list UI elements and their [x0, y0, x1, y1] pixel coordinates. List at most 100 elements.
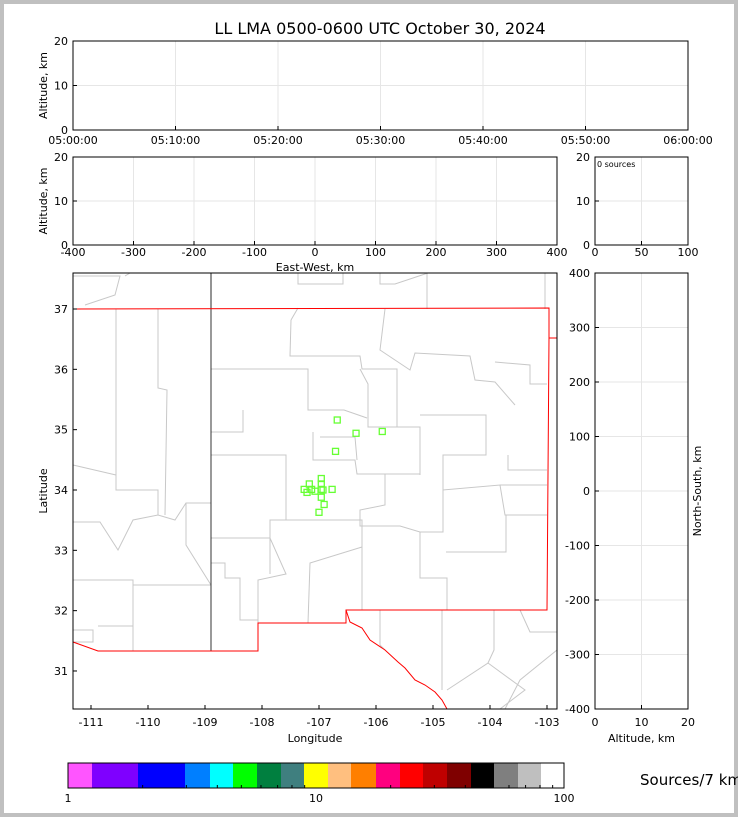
y-tick-label: 20	[54, 35, 68, 48]
x-tick-label: 50	[635, 246, 649, 259]
county-boundary	[420, 414, 547, 516]
y-tick-label: -300	[565, 649, 590, 662]
x-tick-label: -106	[364, 716, 389, 729]
source-count-annotation: 0 sources	[597, 160, 635, 169]
x-tick-label: 20	[681, 716, 695, 729]
county-boundary	[359, 473, 444, 533]
x-tick-label: -111	[79, 716, 104, 729]
y-tick-label: -200	[565, 594, 590, 607]
x-tick-label: 06:00:00	[663, 134, 712, 147]
colorbar-label: Sources/7 km²	[640, 771, 738, 789]
colorbar-segment	[471, 763, 494, 788]
colorbar-segment	[494, 763, 518, 788]
x-tick-label: -110	[136, 716, 161, 729]
x-tick-label: -108	[250, 716, 275, 729]
county-boundary	[446, 610, 495, 691]
county-boundary	[73, 579, 134, 651]
y-tick-label: 0	[583, 485, 590, 498]
y-tick-label: 33	[54, 544, 68, 557]
county-boundary	[211, 368, 368, 419]
county-boundary	[297, 273, 344, 285]
county-boundary	[359, 368, 421, 475]
county-boundary	[419, 532, 448, 610]
y-axis-label: North-South, km	[691, 446, 704, 537]
county-boundary	[446, 515, 507, 553]
colorbar-segment	[185, 763, 210, 788]
county-boundary	[157, 309, 168, 516]
colorbar-tick-label: 100	[554, 792, 575, 805]
y-tick-label: 37	[54, 303, 68, 316]
altitude-histogram-frame	[594, 156, 689, 246]
x-tick-label: 05:20:00	[253, 134, 302, 147]
county-boundary	[519, 609, 557, 633]
county-boundary	[73, 629, 94, 643]
colorbar-segment	[447, 763, 471, 788]
y-tick-label: 300	[569, 322, 590, 335]
state-boundary-red	[72, 307, 557, 339]
altitude-northsouth-frame	[594, 272, 689, 710]
county-boundary	[185, 503, 212, 586]
source-point	[320, 500, 328, 509]
x-tick-label: -100	[242, 246, 267, 259]
y-tick-label: 100	[569, 431, 590, 444]
source-point	[317, 493, 325, 501]
county-boundary	[72, 464, 117, 476]
county-boundary	[211, 410, 244, 433]
colorbar-segment	[518, 763, 541, 788]
colorbar-segment	[92, 763, 138, 788]
x-tick-label: 05:00:00	[48, 134, 97, 147]
y-tick-label: 34	[54, 484, 68, 497]
county-boundary	[73, 502, 211, 552]
y-axis-label: Altitude, km	[37, 167, 50, 234]
x-tick-label: 100	[365, 246, 386, 259]
county-boundary	[320, 436, 358, 461]
x-tick-label: 400	[547, 246, 568, 259]
x-axis-label: Altitude, km	[608, 732, 675, 745]
y-tick-label: -100	[565, 540, 590, 553]
colorbar-segment	[210, 763, 233, 788]
source-point	[333, 416, 341, 424]
y-tick-label: 35	[54, 424, 68, 437]
x-tick-label: 300	[486, 246, 507, 259]
county-boundary	[379, 272, 429, 285]
y-tick-label: 10	[576, 195, 590, 208]
y-tick-label: 32	[54, 605, 68, 618]
x-tick-label: 05:50:00	[561, 134, 610, 147]
figure: LL LMA 0500-0600 UTC October 30, 2024 05…	[4, 4, 738, 813]
y-tick-label: 31	[54, 665, 68, 678]
county-boundary	[211, 562, 258, 621]
county-boundary	[115, 309, 159, 515]
x-tick-label: 0	[592, 716, 599, 729]
y-tick-label: 20	[576, 151, 590, 164]
x-tick-label: -300	[121, 246, 146, 259]
y-axis-label: Latitude	[37, 468, 50, 514]
colorbar-segment	[351, 763, 376, 788]
county-boundary	[211, 537, 287, 623]
county-boundary	[73, 275, 121, 306]
colorbar-tick-label: 1	[65, 792, 72, 805]
x-tick-label: -103	[535, 716, 560, 729]
y-tick-label: 200	[569, 376, 590, 389]
x-tick-label: 05:10:00	[151, 134, 200, 147]
colorbar-segment	[423, 763, 447, 788]
x-tick-label: -107	[307, 716, 332, 729]
y-tick-label: 36	[54, 363, 68, 376]
source-point	[331, 447, 340, 456]
figure-title: LL LMA 0500-0600 UTC October 30, 2024	[214, 19, 545, 38]
eastwest-altitude-frame	[72, 156, 558, 246]
x-tick-label: 05:30:00	[356, 134, 405, 147]
river-border-red	[345, 609, 448, 710]
source-point	[303, 488, 311, 497]
x-tick-label: -105	[421, 716, 446, 729]
colorbar-segment	[304, 763, 328, 788]
x-axis-label: Longitude	[288, 732, 343, 745]
y-tick-label: 0	[61, 239, 68, 252]
colorbar-segment	[233, 763, 257, 788]
colorbar-segment	[257, 763, 281, 788]
y-tick-label: 400	[569, 267, 590, 280]
x-tick-label: 0	[592, 246, 599, 259]
source-point	[317, 485, 325, 494]
colorbar-tick-label: 10	[309, 792, 323, 805]
county-boundary	[290, 307, 299, 321]
